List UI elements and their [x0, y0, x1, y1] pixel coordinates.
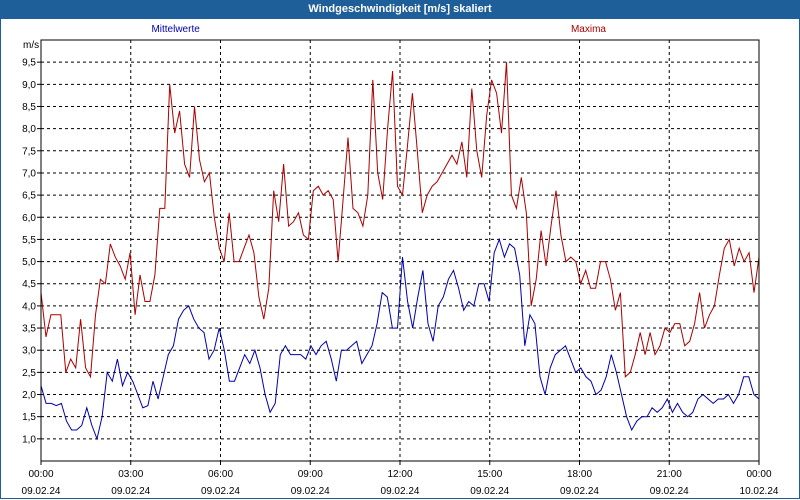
- x-tick-time: 09:00: [298, 469, 323, 480]
- legend-mittelwerte: Mittelwerte: [151, 24, 200, 35]
- series-line-mittelwerte: [40, 237, 760, 441]
- y-tick-label: 6,0: [22, 213, 36, 224]
- x-tick-date: 09.02.24: [470, 486, 509, 497]
- y-tick-label: 7,0: [22, 168, 36, 179]
- y-tick-label: 2,0: [22, 390, 36, 401]
- y-tick-label: 1,5: [22, 412, 36, 423]
- x-tick-time: 00:00: [28, 469, 53, 480]
- x-tick-time: 21:00: [657, 469, 682, 480]
- x-tick-time: 03:00: [118, 469, 143, 480]
- y-tick-label: 5,0: [22, 257, 36, 268]
- y-tick-label: 9,0: [22, 80, 36, 91]
- y-axis-unit-label: m/s: [23, 40, 39, 51]
- y-tick-label: 8,0: [22, 124, 36, 135]
- x-tick-date: 09.02.24: [650, 486, 689, 497]
- x-tick-date: 09.02.24: [201, 486, 240, 497]
- axis-layer: 1,0 1,5 2,0 2,5 3,0 3,5 4,0 4,5 5,0 5,5 6,0 6,5 7,0 7…: [22, 58, 779, 497]
- x-tick-time: 15:00: [477, 469, 502, 480]
- y-tick-label: 2,5: [22, 368, 36, 379]
- x-tick-time: 18:00: [567, 469, 592, 480]
- y-tick-label: 6,5: [22, 191, 36, 202]
- series-layer: [40, 62, 760, 441]
- y-tick-label: 5,5: [22, 235, 36, 246]
- y-tick-label: 3,0: [22, 346, 36, 357]
- y-tick-label: 1,0: [22, 434, 36, 445]
- x-tick-date: 09.02.24: [291, 486, 330, 497]
- x-tick-time: 06:00: [208, 469, 233, 480]
- y-tick-label: 9,5: [22, 58, 36, 69]
- y-tick-label: 4,5: [22, 279, 36, 290]
- x-tick-date: 10.02.24: [740, 486, 779, 497]
- legend-maxima: Maxima: [571, 24, 606, 35]
- x-tick-date: 09.02.24: [111, 486, 150, 497]
- series-line-maxima: [40, 62, 760, 379]
- grid-layer: [41, 40, 759, 461]
- chart-frame: 1,0 1,5 2,0 2,5 3,0 3,5 4,0 4,5 5,0 5,5 6,0 6,5 7,0 7…: [0, 19, 800, 499]
- y-tick-label: 3,5: [22, 324, 36, 335]
- window-title: Windgeschwindigkeit [m/s] skaliert: [0, 0, 800, 19]
- x-tick-time: 12:00: [387, 469, 412, 480]
- x-tick-date: 09.02.24: [381, 486, 420, 497]
- x-tick-date: 09.02.24: [560, 486, 599, 497]
- wind-speed-chart: 1,0 1,5 2,0 2,5 3,0 3,5 4,0 4,5 5,0 5,5 6,0 6,5 7,0 7…: [22, 24, 779, 497]
- y-tick-label: 7,5: [22, 146, 36, 157]
- y-tick-label: 8,5: [22, 102, 36, 113]
- y-tick-label: 4,0: [22, 301, 36, 312]
- x-tick-time: 00:00: [746, 469, 771, 480]
- x-tick-date: 09.02.24: [22, 486, 61, 497]
